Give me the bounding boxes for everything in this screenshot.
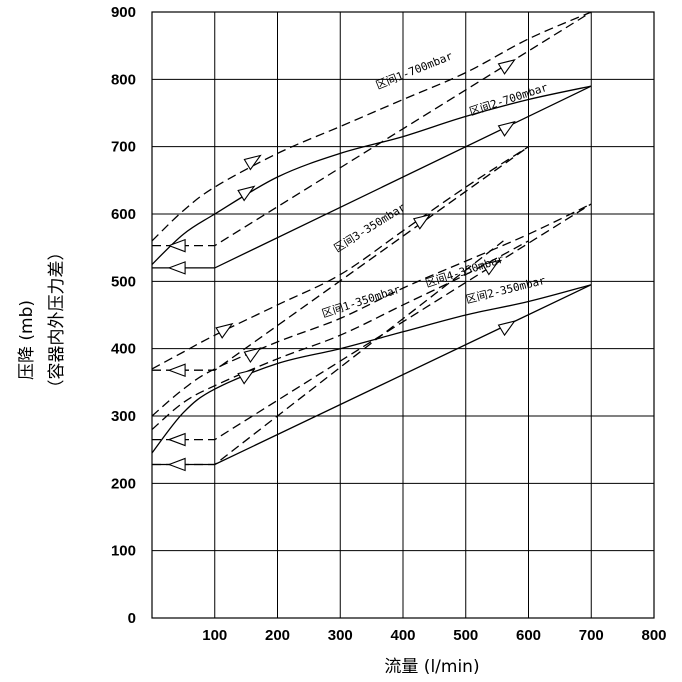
arrow-marker [167,238,186,253]
arrow-marker [497,58,516,75]
y-axis-sublabel: （容器内外压力差） [47,244,67,397]
y-tick-label: 900 [111,4,136,21]
y-tick-label: 100 [111,543,136,560]
x-axis-label: 流量 (l/min) [384,657,479,677]
curve-6 [151,284,592,454]
curve-label-1: 区间1-700mbar [374,49,455,92]
curve-3 [151,146,529,370]
arrow-marker [497,120,516,137]
arrow-marker [167,432,186,447]
x-tick-label: 200 [265,627,290,644]
y-tick-labels: 0 100 200 300 400 500 600 700 800 900 [111,4,136,627]
arrow-marker [412,213,432,230]
arrow-marker [243,347,262,364]
flow-curves [151,11,592,466]
arrow-marker [237,185,256,202]
y-tick-label: 0 [128,610,136,627]
curve-label-6: 区间2-350mbar [465,274,548,306]
arrow-marker [497,320,516,337]
y-tick-label: 200 [111,475,136,492]
arrow-marker [167,261,186,275]
arrow-marker [243,154,262,171]
curve-5 [151,240,529,430]
x-tick-label: 100 [202,627,227,644]
return-curve-4 [152,203,592,441]
x-tick-label: 300 [328,627,353,644]
x-tick-labels: 100 200 300 400 500 600 700 800 [202,627,666,644]
y-tick-label: 400 [111,341,136,358]
arrow-marker [215,322,234,339]
x-tick-label: 600 [516,627,541,644]
curve-labels: 区间1-700mbar区间2-700mbar区间3-350mbar区间4-350… [320,49,549,320]
arrow-marker [237,368,256,385]
arrow-marker [481,259,501,276]
arrow-marker [167,363,186,378]
y-tick-label: 600 [111,206,136,223]
curve-4 [151,203,592,417]
curve-1 [151,11,592,242]
curve-label-3: 区间3-350mbar [332,201,408,255]
curve-label-5: 区间1-350mbar [320,283,402,321]
y-axis-label: 压降 (mb) [17,300,37,380]
x-tick-label: 400 [390,627,415,644]
y-tick-label: 800 [111,71,136,88]
return-curve-6 [152,284,592,466]
y-tick-label: 300 [111,408,136,425]
x-tick-label: 700 [579,627,604,644]
y-tick-label: 700 [111,139,136,156]
direction-arrows [167,58,516,472]
curve-label-4: 区间4-350mbar [424,252,506,290]
curve-2 [151,85,592,265]
x-tick-label: 800 [641,627,666,644]
return-curve-1 [152,11,592,247]
arrow-marker [167,457,186,472]
chart-grid [151,11,655,619]
x-tick-label: 500 [453,627,478,644]
y-tick-label: 500 [111,273,136,290]
